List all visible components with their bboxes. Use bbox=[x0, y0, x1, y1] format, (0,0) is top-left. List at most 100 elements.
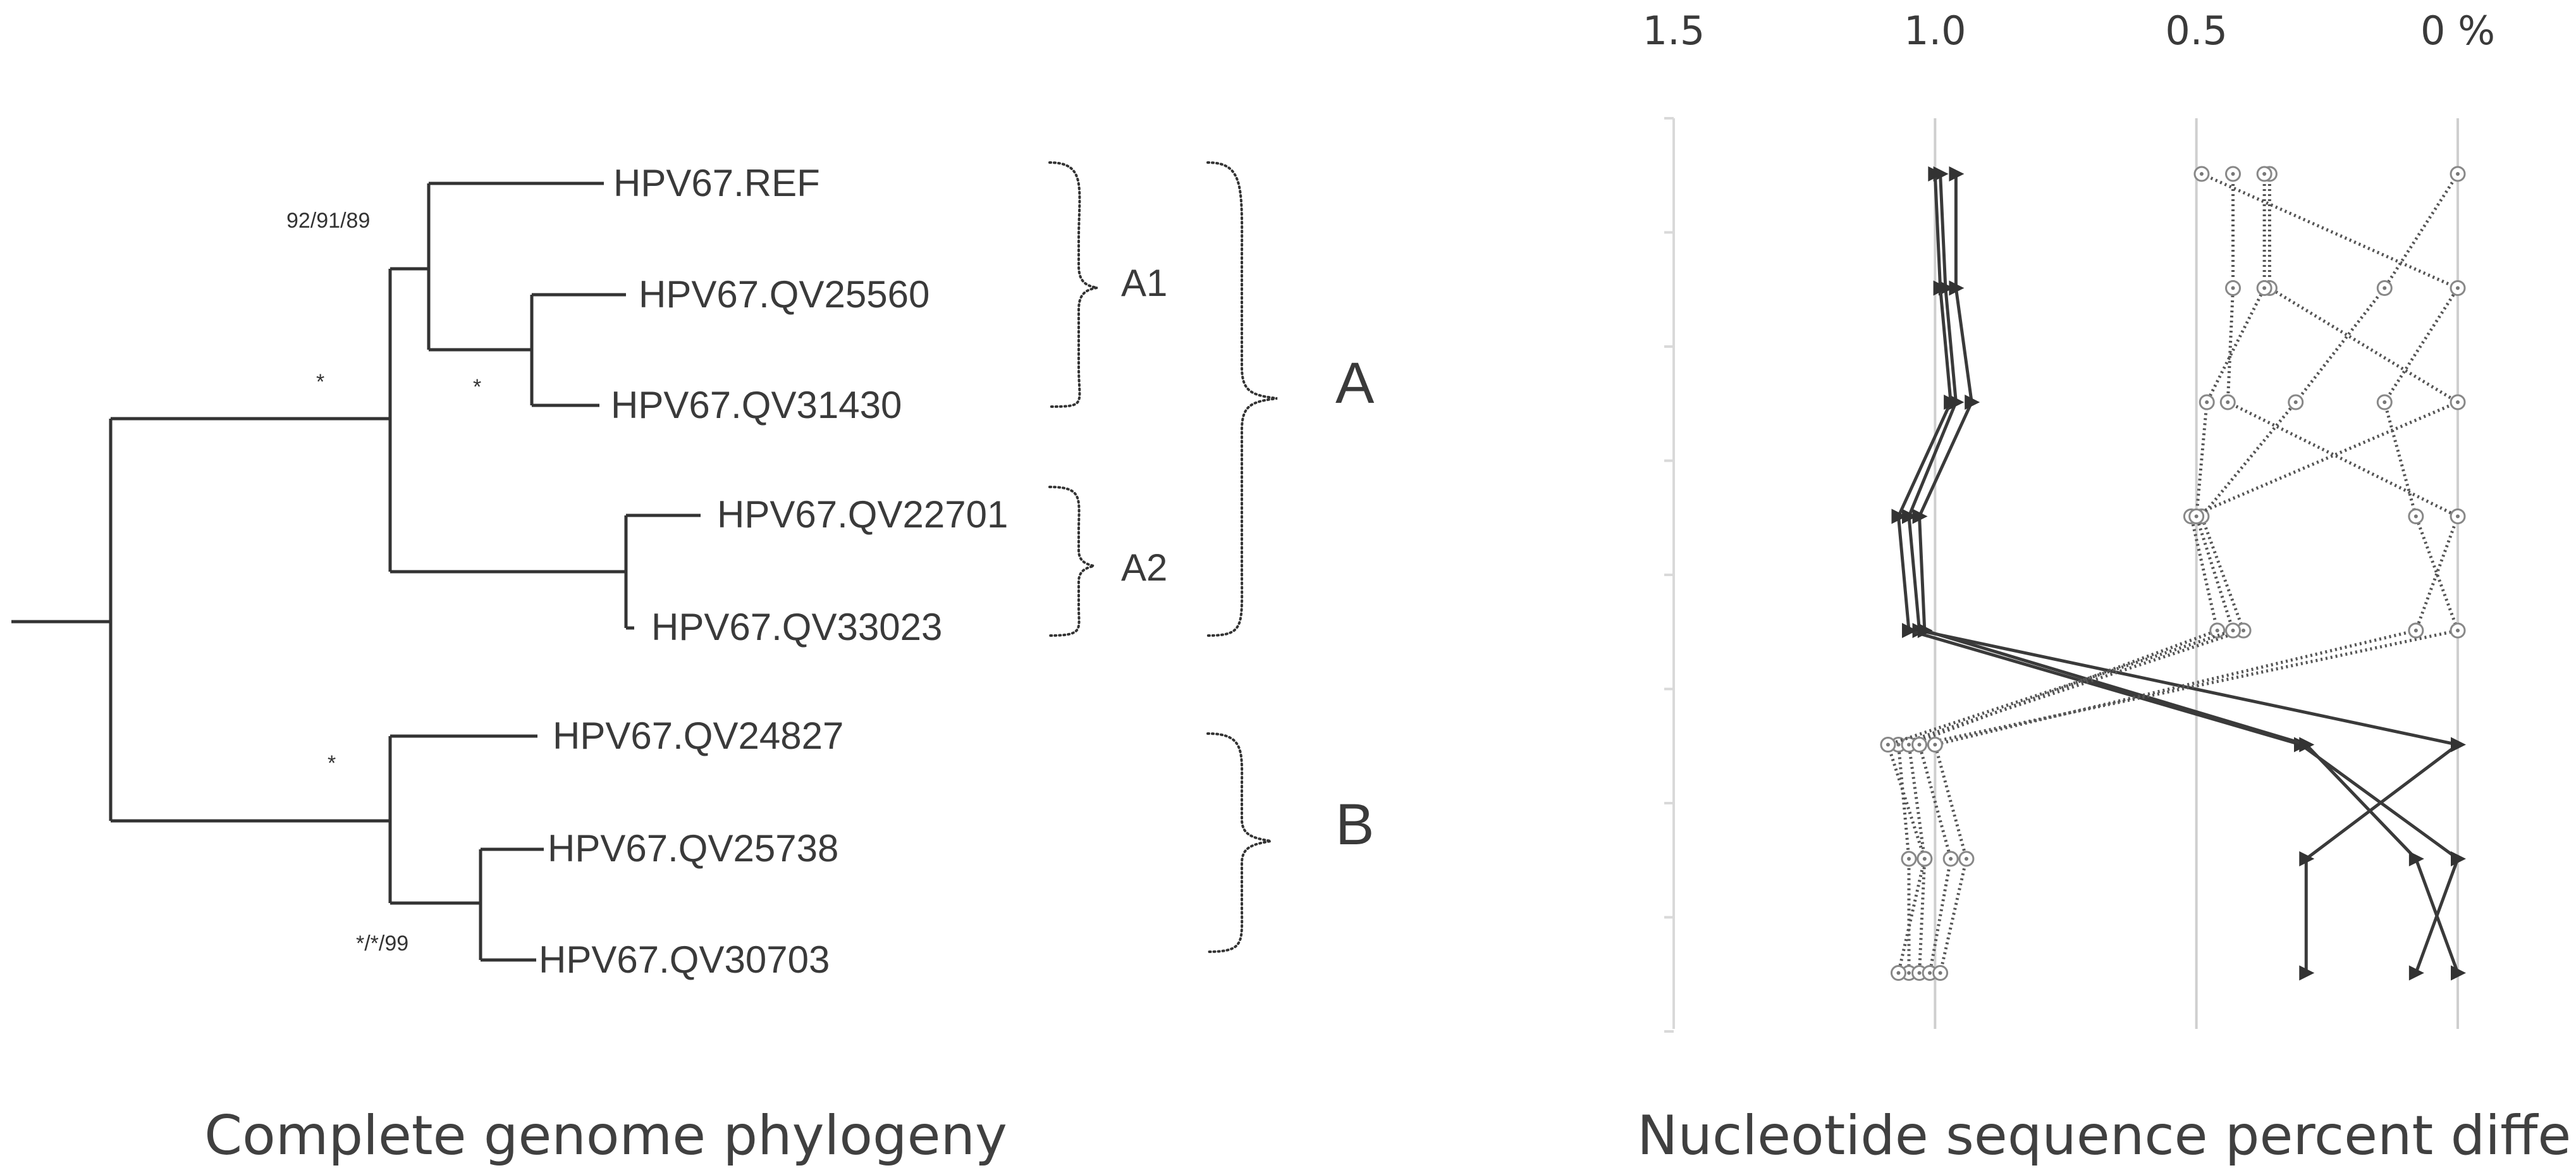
x-tick-label: 1.5 bbox=[1643, 8, 1705, 54]
data-point-circle-center bbox=[1933, 742, 1937, 747]
series-line bbox=[1886, 174, 2266, 974]
series-layer bbox=[1880, 166, 2466, 981]
bracket-b bbox=[1206, 732, 1272, 953]
series-dotted-4 bbox=[1927, 166, 2466, 981]
data-point-triangle bbox=[1928, 166, 1944, 181]
taxon-label: HPV67.QV22701 bbox=[717, 493, 1008, 536]
taxon-label: HPV67.REF bbox=[613, 162, 820, 204]
support-value: * bbox=[473, 375, 481, 399]
data-point-circle-center bbox=[1922, 857, 1927, 861]
data-point-triangle bbox=[2451, 737, 2466, 753]
y-axis-ticks bbox=[1664, 117, 1674, 1033]
data-point-circle-center bbox=[2456, 400, 2460, 404]
phylogeny-tree: HPV67.REF HPV67.QV25560 HPV67.QV31430 HP… bbox=[11, 161, 1375, 1167]
data-point-circle-center bbox=[1896, 742, 1901, 747]
x-tick-label: 0 % bbox=[2420, 8, 2495, 54]
percent-difference-chart: 1.5 1.0 0.5 0 % Nucleotide sequence percent… bbox=[1637, 8, 2576, 1167]
data-point-triangle bbox=[1965, 395, 1980, 410]
series-dotted-3 bbox=[1911, 166, 2466, 981]
data-point-circle-center bbox=[2231, 629, 2235, 632]
taxon-label: HPV67.QV25560 bbox=[639, 273, 929, 316]
data-point-circle-center bbox=[2262, 286, 2267, 290]
series-line bbox=[1896, 173, 2460, 974]
x-tick-label: 1.0 bbox=[1904, 8, 1966, 54]
data-point-triangle bbox=[1944, 395, 1960, 410]
data-point-circle-center bbox=[2456, 629, 2460, 632]
data-point-triangle bbox=[1902, 623, 1917, 638]
data-point-circle-center bbox=[1964, 857, 1968, 861]
data-point-circle-center bbox=[2456, 286, 2460, 290]
series-line bbox=[1907, 174, 2462, 973]
support-value: * bbox=[316, 370, 324, 394]
series-solid-1 bbox=[1902, 166, 2466, 981]
data-point-circle-center bbox=[1907, 857, 1911, 861]
bracket-a bbox=[1206, 161, 1278, 637]
data-point-circle-center bbox=[2413, 629, 2418, 632]
data-point-circle-center bbox=[1907, 971, 1911, 975]
support-value: 92/91/89 bbox=[286, 209, 370, 233]
data-point-circle-center bbox=[2215, 629, 2219, 632]
data-point-circle-center bbox=[2383, 400, 2387, 404]
sublineage-label-a2: A2 bbox=[1121, 546, 1167, 589]
data-point-circle-center bbox=[2456, 514, 2460, 519]
data-point-circle-center bbox=[2226, 400, 2230, 404]
data-point-triangle bbox=[2299, 965, 2315, 981]
series-line bbox=[1918, 174, 2460, 974]
data-point-circle-center bbox=[1938, 971, 1942, 975]
series-dotted-1 bbox=[1890, 166, 2466, 981]
bracket-a2 bbox=[1048, 486, 1095, 637]
x-axis-label: Nucleotide sequence percent different bbox=[1637, 1104, 2576, 1167]
data-point-triangle bbox=[1891, 508, 1907, 524]
x-axis-tick-labels: 1.5 1.0 0.5 0 % bbox=[1643, 8, 2495, 54]
gridlines bbox=[1934, 118, 2459, 1029]
data-point-circle-center bbox=[2199, 172, 2204, 176]
lineage-label-b: B bbox=[1335, 792, 1374, 857]
data-point-triangle bbox=[1949, 166, 1965, 181]
data-point-circle-center bbox=[1896, 971, 1901, 975]
series-solid-3 bbox=[1912, 166, 2466, 981]
data-point-circle-center bbox=[2293, 400, 2298, 404]
tree-caption: Complete genome phylogeny bbox=[204, 1104, 1007, 1167]
data-point-triangle bbox=[1917, 623, 1933, 638]
data-point-circle-center bbox=[1907, 742, 1911, 747]
data-point-triangle bbox=[2451, 965, 2466, 981]
x-tick-label: 0.5 bbox=[2165, 8, 2228, 54]
data-point-circle-center bbox=[2413, 514, 2418, 519]
taxon-label: HPV67.QV25738 bbox=[548, 827, 838, 870]
data-point-triangle bbox=[2408, 965, 2424, 981]
taxon-label: HPV67.QV24827 bbox=[553, 715, 843, 757]
data-point-triangle bbox=[2299, 737, 2315, 753]
series-dotted-5 bbox=[1880, 166, 2272, 981]
data-point-circle-center bbox=[1949, 857, 1953, 861]
taxon-label: HPV67.QV31430 bbox=[611, 384, 902, 426]
data-point-circle-center bbox=[1886, 742, 1890, 747]
data-point-circle-center bbox=[1917, 971, 1922, 975]
data-point-circle-center bbox=[2231, 286, 2235, 290]
data-point-circle-center bbox=[2205, 400, 2209, 404]
data-point-circle-center bbox=[2262, 172, 2267, 176]
data-point-circle-center bbox=[2383, 286, 2387, 290]
taxon-label: HPV67.QV30703 bbox=[539, 938, 830, 981]
series-line bbox=[1896, 173, 2460, 973]
sublineage-label-a1: A1 bbox=[1121, 262, 1167, 304]
data-point-triangle bbox=[2299, 851, 2315, 866]
data-point-circle-center bbox=[2231, 172, 2235, 176]
data-point-circle-center bbox=[2456, 172, 2460, 176]
taxon-label: HPV67.QV33023 bbox=[651, 606, 942, 648]
series-line bbox=[1917, 172, 2460, 973]
lineage-label-a: A bbox=[1335, 351, 1375, 415]
data-point-triangle bbox=[2451, 851, 2466, 866]
data-point-triangle bbox=[2408, 851, 2424, 866]
support-value: * bbox=[328, 751, 336, 775]
data-point-circle-center bbox=[2242, 629, 2246, 632]
data-point-circle-center bbox=[2194, 514, 2199, 519]
series-line bbox=[1907, 173, 2462, 973]
support-value: */*/99 bbox=[356, 932, 408, 956]
data-point-circle-center bbox=[1928, 971, 1932, 975]
data-point-triangle bbox=[1912, 508, 1928, 524]
data-point-circle-center bbox=[1917, 742, 1922, 747]
data-point-triangle bbox=[1902, 508, 1917, 524]
data-point-triangle bbox=[1933, 280, 1949, 296]
data-point-triangle bbox=[1949, 280, 1965, 296]
